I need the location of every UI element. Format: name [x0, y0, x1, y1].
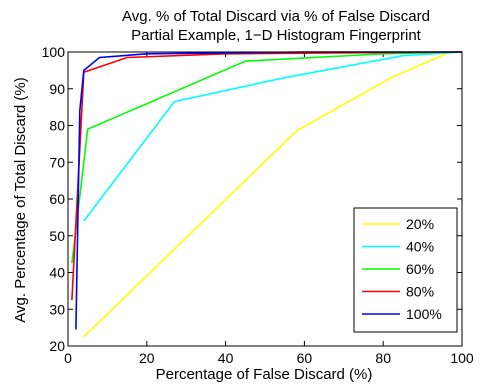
y-tick-label: 40 [49, 265, 65, 281]
legend-item-label: 80% [406, 284, 434, 300]
y-axis-label: Avg. Percentage of Total Discard (%) [12, 77, 29, 322]
y-tick-label: 20 [49, 338, 65, 354]
y-tick-label: 50 [49, 228, 65, 244]
chart-subtitle: Partial Example, 1−D Histogram Fingerpri… [131, 27, 422, 44]
y-tick-label: 90 [49, 81, 65, 97]
x-tick-label: 0 [64, 350, 72, 366]
y-tick-label: 70 [49, 154, 65, 170]
x-tick-label: 100 [450, 350, 474, 366]
y-tick-label: 60 [49, 191, 65, 207]
y-tick-label: 80 [49, 118, 65, 134]
y-tick-label: 100 [42, 44, 66, 60]
legend: 20% 40% 60% 80% 100% [353, 207, 458, 333]
plot-area-frame [67, 51, 463, 347]
x-tick-label: 40 [218, 350, 234, 366]
legend-box [353, 207, 458, 333]
legend-item-label: 60% [406, 261, 434, 277]
y-tick-label: 30 [49, 301, 65, 317]
legend-item-label: 40% [406, 239, 434, 255]
legend-item-label: 20% [406, 216, 434, 232]
legend-item-label: 100% [406, 306, 442, 322]
x-tick-label: 60 [297, 350, 313, 366]
chart-title: Avg. % of Total Discard via % of False D… [122, 8, 430, 25]
series-line-1 [83, 51, 463, 222]
x-tick-label: 20 [139, 350, 155, 366]
x-tick-label: 80 [375, 350, 391, 366]
x-axis-label: Percentage of False Discard (%) [156, 366, 373, 383]
